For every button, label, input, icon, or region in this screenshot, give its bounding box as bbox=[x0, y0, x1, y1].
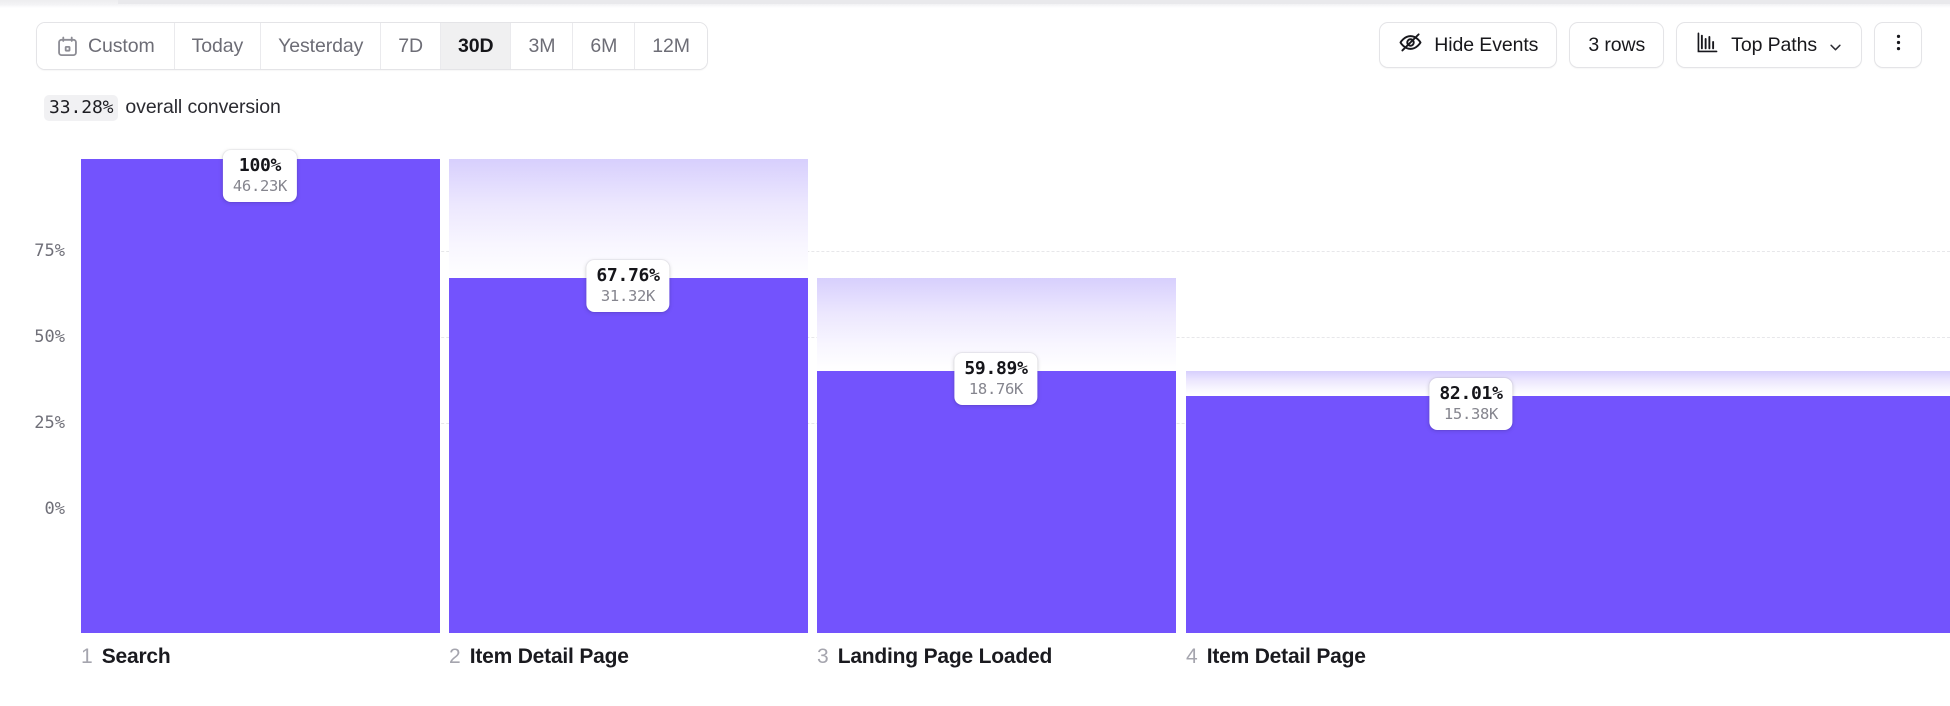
bar-tooltip-percent-2: 67.76% bbox=[596, 265, 660, 286]
x-axis-label-1[interactable]: 1 Search bbox=[81, 645, 171, 669]
step-name: Item Detail Page bbox=[1206, 645, 1366, 668]
bar-fill-2[interactable] bbox=[449, 278, 808, 633]
date-range-option-label: 3M bbox=[528, 34, 556, 57]
top-paths-label: Top Paths bbox=[1731, 33, 1817, 56]
overall-conversion-value: 33.28% bbox=[44, 95, 119, 121]
bar-tooltip-count-2: 31.32K bbox=[600, 287, 656, 306]
step-number: 4 bbox=[1186, 645, 1198, 668]
plot-area: 75% 50% 25% 0% 100% 46.23K 67.76% 31.32K bbox=[34, 140, 1950, 633]
page-top-edge-inner bbox=[118, 0, 1950, 4]
bar-column-3[interactable]: 59.89% 18.76K bbox=[817, 140, 1176, 633]
date-range-option-label: 6M bbox=[590, 34, 618, 57]
step-number: 3 bbox=[817, 645, 829, 668]
y-axis-tick-25: 25% bbox=[34, 413, 65, 433]
date-range-option-custom[interactable]: Custom bbox=[37, 23, 175, 69]
bar-tooltip-1: 100% 46.23K bbox=[222, 150, 298, 202]
x-axis-labels: 1 Search 2 Item Detail Page 3 Landing Pa… bbox=[81, 645, 1950, 685]
bar-fill-4[interactable] bbox=[1186, 396, 1950, 633]
date-range-option-yesterday[interactable]: Yesterday bbox=[261, 23, 382, 69]
bar-column-2[interactable]: 67.76% 31.32K bbox=[449, 140, 808, 633]
bar-fill-3[interactable] bbox=[817, 371, 1176, 633]
date-range-option-label: Custom bbox=[88, 34, 155, 57]
x-axis-label-4[interactable]: 4 Item Detail Page bbox=[1186, 645, 1366, 669]
toolbar-actions: Hide Events 3 rows Top Paths bbox=[1379, 22, 1922, 68]
date-range-option-30d[interactable]: 30D bbox=[440, 23, 512, 69]
date-range-option-label: Yesterday bbox=[278, 34, 364, 57]
gridline-75 bbox=[81, 251, 1950, 252]
y-axis-tick-50: 50% bbox=[34, 327, 65, 347]
step-name: Landing Page Loaded bbox=[837, 645, 1053, 668]
date-range-option-label: 30D bbox=[457, 34, 494, 57]
step-name: Search bbox=[101, 645, 171, 668]
bar-tooltip-percent-4: 82.01% bbox=[1439, 383, 1503, 404]
bar-tooltip-4: 82.01% 15.38K bbox=[1429, 378, 1513, 430]
date-range-option-today[interactable]: Today bbox=[174, 23, 262, 69]
bar-column-4[interactable]: 82.01% 15.38K bbox=[1186, 140, 1950, 633]
x-axis-label-3[interactable]: 3 Landing Page Loaded bbox=[817, 645, 1052, 669]
date-range-option-label: 12M bbox=[652, 34, 690, 57]
step-number: 1 bbox=[81, 645, 93, 668]
hide-events-label: Hide Events bbox=[1434, 33, 1539, 56]
rows-button[interactable]: 3 rows bbox=[1569, 22, 1665, 68]
date-range-option-label: 7D bbox=[398, 34, 423, 57]
bar-tooltip-2: 67.76% 31.32K bbox=[586, 260, 670, 312]
date-range-option-3m[interactable]: 3M bbox=[511, 23, 574, 69]
y-axis-tick-0: 0% bbox=[44, 499, 65, 519]
toolbar: Custom Today Yesterday 7D 30D 3M 6M 12M bbox=[0, 22, 1950, 70]
bar-fill-1[interactable] bbox=[81, 159, 440, 633]
funnel-chart: 75% 50% 25% 0% 100% 46.23K 67.76% 31.32K bbox=[0, 140, 1950, 706]
bar-tooltip-count-3: 18.76K bbox=[968, 380, 1024, 399]
x-axis-label-2[interactable]: 2 Item Detail Page bbox=[449, 645, 629, 669]
step-name: Item Detail Page bbox=[469, 645, 629, 668]
y-axis-tick-75: 75% bbox=[34, 241, 65, 261]
bar-column-1[interactable]: 100% 46.23K bbox=[81, 140, 440, 633]
date-range-option-7d[interactable]: 7D bbox=[381, 23, 441, 69]
eye-slash-icon bbox=[1398, 30, 1423, 61]
bar-tooltip-percent-3: 59.89% bbox=[964, 358, 1028, 379]
more-vertical-icon bbox=[1888, 32, 1909, 59]
bar-tooltip-percent-1: 100% bbox=[238, 155, 282, 176]
chevron-down-icon bbox=[1828, 38, 1843, 53]
top-paths-dropdown[interactable]: Top Paths bbox=[1676, 22, 1862, 68]
date-range-option-12m[interactable]: 12M bbox=[635, 23, 707, 69]
overall-conversion-label: overall conversion bbox=[125, 96, 281, 118]
date-range-option-6m[interactable]: 6M bbox=[573, 23, 636, 69]
bar-tooltip-3: 59.89% 18.76K bbox=[954, 353, 1038, 405]
page-top-edge bbox=[0, 0, 1950, 8]
bar-tooltip-count-4: 15.38K bbox=[1443, 405, 1499, 424]
bar-series: 100% 46.23K 67.76% 31.32K 59.89% 1 bbox=[81, 140, 1950, 633]
hide-events-button[interactable]: Hide Events bbox=[1379, 22, 1558, 68]
rows-label: 3 rows bbox=[1588, 33, 1646, 56]
overall-conversion-summary: 33.28% overall conversion bbox=[44, 95, 281, 121]
calendar-icon bbox=[56, 35, 79, 58]
bar-ghost-2 bbox=[449, 159, 808, 278]
step-number: 2 bbox=[449, 645, 461, 668]
bar-ghost-4 bbox=[1186, 371, 1950, 396]
bar-chart-icon bbox=[1695, 30, 1720, 61]
bar-tooltip-count-1: 46.23K bbox=[232, 177, 288, 196]
more-options-button[interactable] bbox=[1874, 22, 1922, 68]
date-range-option-label: Today bbox=[191, 34, 244, 57]
date-range-segmented-control[interactable]: Custom Today Yesterday 7D 30D 3M 6M 12M bbox=[36, 22, 708, 70]
